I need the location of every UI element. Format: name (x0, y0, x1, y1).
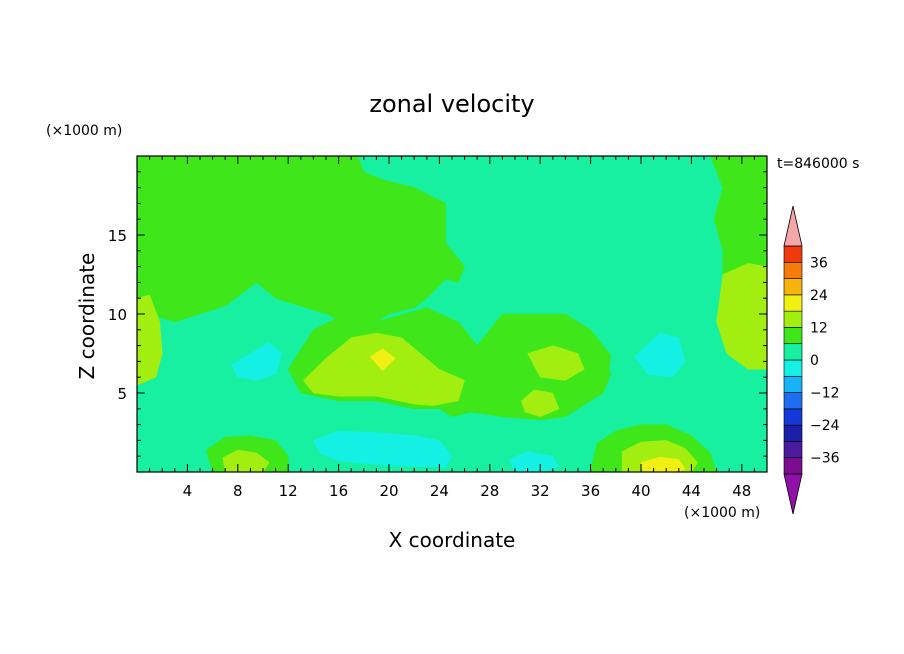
colorbar-bin (783, 278, 803, 296)
y-unit-label: (×1000 m) (46, 123, 122, 139)
chart-title: zonal velocity (369, 90, 534, 118)
time-label: t=846000 s (777, 156, 859, 172)
x-tick-label: 4 (183, 482, 193, 500)
x-tick-label: 32 (531, 482, 550, 500)
x-tick-label: 36 (581, 482, 600, 500)
x-axis-ticks: 4 8 12 16 20 24 28 32 36 40 44 48 (149, 156, 755, 500)
colorbar-tick-label: 36 (810, 255, 828, 271)
y-axis-label: Z coordinate (75, 253, 99, 380)
x-tick-label: 28 (480, 482, 499, 500)
contour-region (521, 389, 560, 417)
contour-region (716, 263, 767, 370)
contour-region (222, 449, 270, 472)
colorbar-tick-label: 24 (810, 288, 828, 304)
colorbar-bin (783, 261, 803, 279)
colorbar-tick-label: −36 (810, 451, 840, 467)
colorbar-bin (783, 245, 803, 263)
colorbar-tick-label: 12 (810, 320, 828, 336)
colorbar-bin (783, 392, 803, 410)
colorbar: 36 24 12 0 −12 −24 −36 (783, 205, 840, 515)
contour-region (137, 156, 465, 331)
contour-region (640, 456, 686, 472)
colorbar-bin (783, 327, 803, 345)
colorbar-over-arrow (783, 205, 803, 247)
colorbar-bin (783, 457, 803, 475)
colorbar-bin (783, 408, 803, 426)
contour-region (231, 342, 283, 381)
x-axis-label: X coordinate (389, 528, 516, 552)
colorbar-bin (783, 424, 803, 442)
colorbar-tick-label: 0 (810, 353, 819, 369)
y-tick-label: 10 (108, 306, 127, 324)
x-tick-label: 8 (233, 482, 243, 500)
colorbar-bin (783, 343, 803, 361)
x-tick-label: 24 (430, 482, 449, 500)
x-tick-label: 40 (631, 482, 650, 500)
contour-region (527, 345, 585, 381)
contour-region (508, 451, 560, 472)
contour-region (313, 430, 453, 468)
colorbar-bin (783, 375, 803, 393)
y-axis-ticks: 5 10 15 (108, 171, 767, 457)
x-tick-label: 48 (732, 482, 751, 500)
colorbar-under-arrow (783, 473, 803, 515)
contour-regions (137, 156, 767, 472)
colorbar-bin (783, 359, 803, 377)
x-tick-label: 20 (379, 482, 398, 500)
colorbar-bin (783, 441, 803, 459)
x-unit-label: (×1000 m) (684, 505, 760, 521)
x-tick-label: 16 (329, 482, 348, 500)
x-tick-label: 44 (682, 482, 701, 500)
contour-region (369, 348, 396, 372)
x-tick-label: 12 (279, 482, 298, 500)
colorbar-tick-label: −12 (810, 386, 840, 402)
colorbar-bin (783, 310, 803, 328)
colorbar-bin (783, 294, 803, 312)
y-tick-label: 5 (117, 385, 127, 403)
contour-region (137, 294, 163, 386)
contour-region (634, 332, 686, 378)
y-tick-label: 15 (108, 227, 127, 245)
plot-area (137, 156, 767, 472)
colorbar-tick-label: −24 (810, 418, 840, 434)
